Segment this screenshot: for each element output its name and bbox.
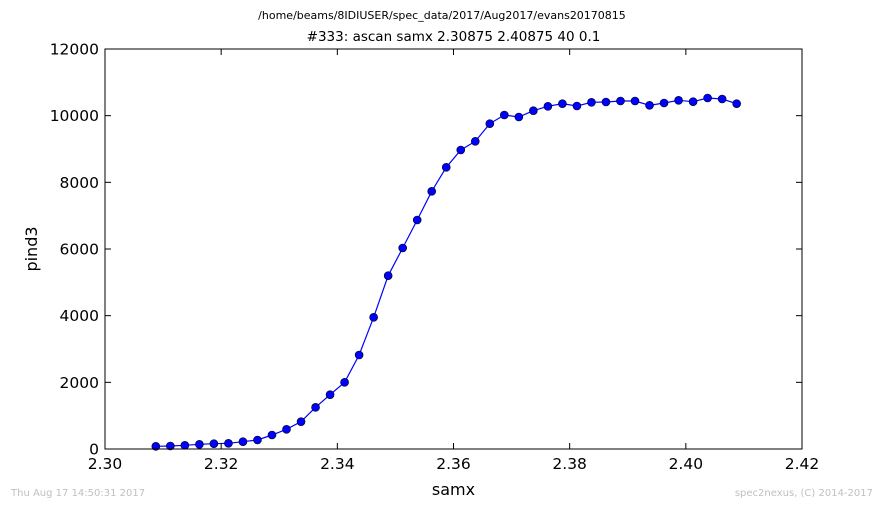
data-point	[500, 110, 509, 120]
chart-title: #333: ascan samx 2.30875 2.40875 40 0.1	[306, 29, 601, 45]
x-tick-label: 2.30	[88, 455, 123, 473]
data-point	[703, 93, 712, 103]
data-point	[717, 94, 727, 104]
data-point	[238, 437, 248, 446]
data-point	[354, 350, 364, 360]
data-point	[267, 430, 277, 440]
data-point	[601, 97, 611, 107]
data-point	[456, 145, 466, 155]
y-axis-label: pind3	[22, 226, 41, 271]
data-point	[325, 390, 335, 399]
y-tick-label: 8000	[60, 174, 99, 192]
footer-timestamp: Thu Aug 17 14:50:31 2017	[11, 488, 146, 499]
x-axis-label: samx	[432, 480, 475, 499]
x-tick-label: 2.36	[436, 455, 471, 473]
plot-frame	[104, 48, 803, 450]
plot-marks	[151, 93, 741, 451]
series-line	[155, 97, 737, 447]
data-point	[369, 313, 378, 322]
data-point	[383, 271, 393, 280]
data-point	[514, 112, 524, 122]
data-point	[412, 215, 422, 225]
data-point	[340, 378, 349, 387]
data-point	[529, 106, 538, 115]
y-tick-label: 12000	[50, 41, 99, 59]
x-tick-label: 2.34	[320, 455, 355, 473]
data-point	[616, 96, 625, 106]
data-point	[224, 439, 233, 448]
data-point	[427, 187, 437, 196]
data-point	[180, 441, 190, 450]
y-tick-label: 10000	[50, 107, 99, 125]
y-tick-label: 0	[89, 441, 99, 459]
file-path-title: /home/beams/8IDIUSER/spec_data/2017/Aug2…	[258, 9, 626, 22]
data-point	[485, 119, 495, 128]
axes-ticks: 2.30 2.32 2.34 2.36 2.38 2.40 2.42 0 2000 4000 600…	[50, 41, 820, 474]
data-point	[151, 442, 161, 451]
x-tick-label: 2.40	[669, 455, 704, 473]
footer-credit: spec2nexus, (C) 2014-2017	[734, 488, 873, 499]
data-point	[311, 403, 320, 412]
data-point	[558, 99, 567, 108]
x-tick-label: 2.42	[785, 455, 820, 473]
data-point	[398, 243, 407, 253]
x-tick-label: 2.38	[552, 455, 587, 473]
data-point	[659, 98, 669, 108]
data-point	[543, 102, 553, 111]
data-point	[253, 435, 262, 445]
data-point	[688, 97, 698, 106]
data-point	[645, 101, 654, 110]
data-point	[296, 417, 306, 426]
data-point	[441, 163, 451, 172]
x-tick-label: 2.32	[204, 455, 239, 473]
y-tick-label: 4000	[60, 307, 99, 325]
data-point	[195, 440, 204, 449]
y-tick-label: 6000	[60, 241, 99, 259]
data-point	[209, 439, 219, 448]
data-point	[282, 425, 291, 434]
data-point	[470, 137, 480, 146]
data-point	[732, 99, 741, 108]
data-point	[630, 96, 640, 106]
data-point	[674, 96, 683, 105]
data-point	[587, 98, 596, 107]
y-tick-label: 2000	[60, 374, 99, 392]
data-point	[572, 101, 582, 111]
data-point	[166, 441, 175, 451]
